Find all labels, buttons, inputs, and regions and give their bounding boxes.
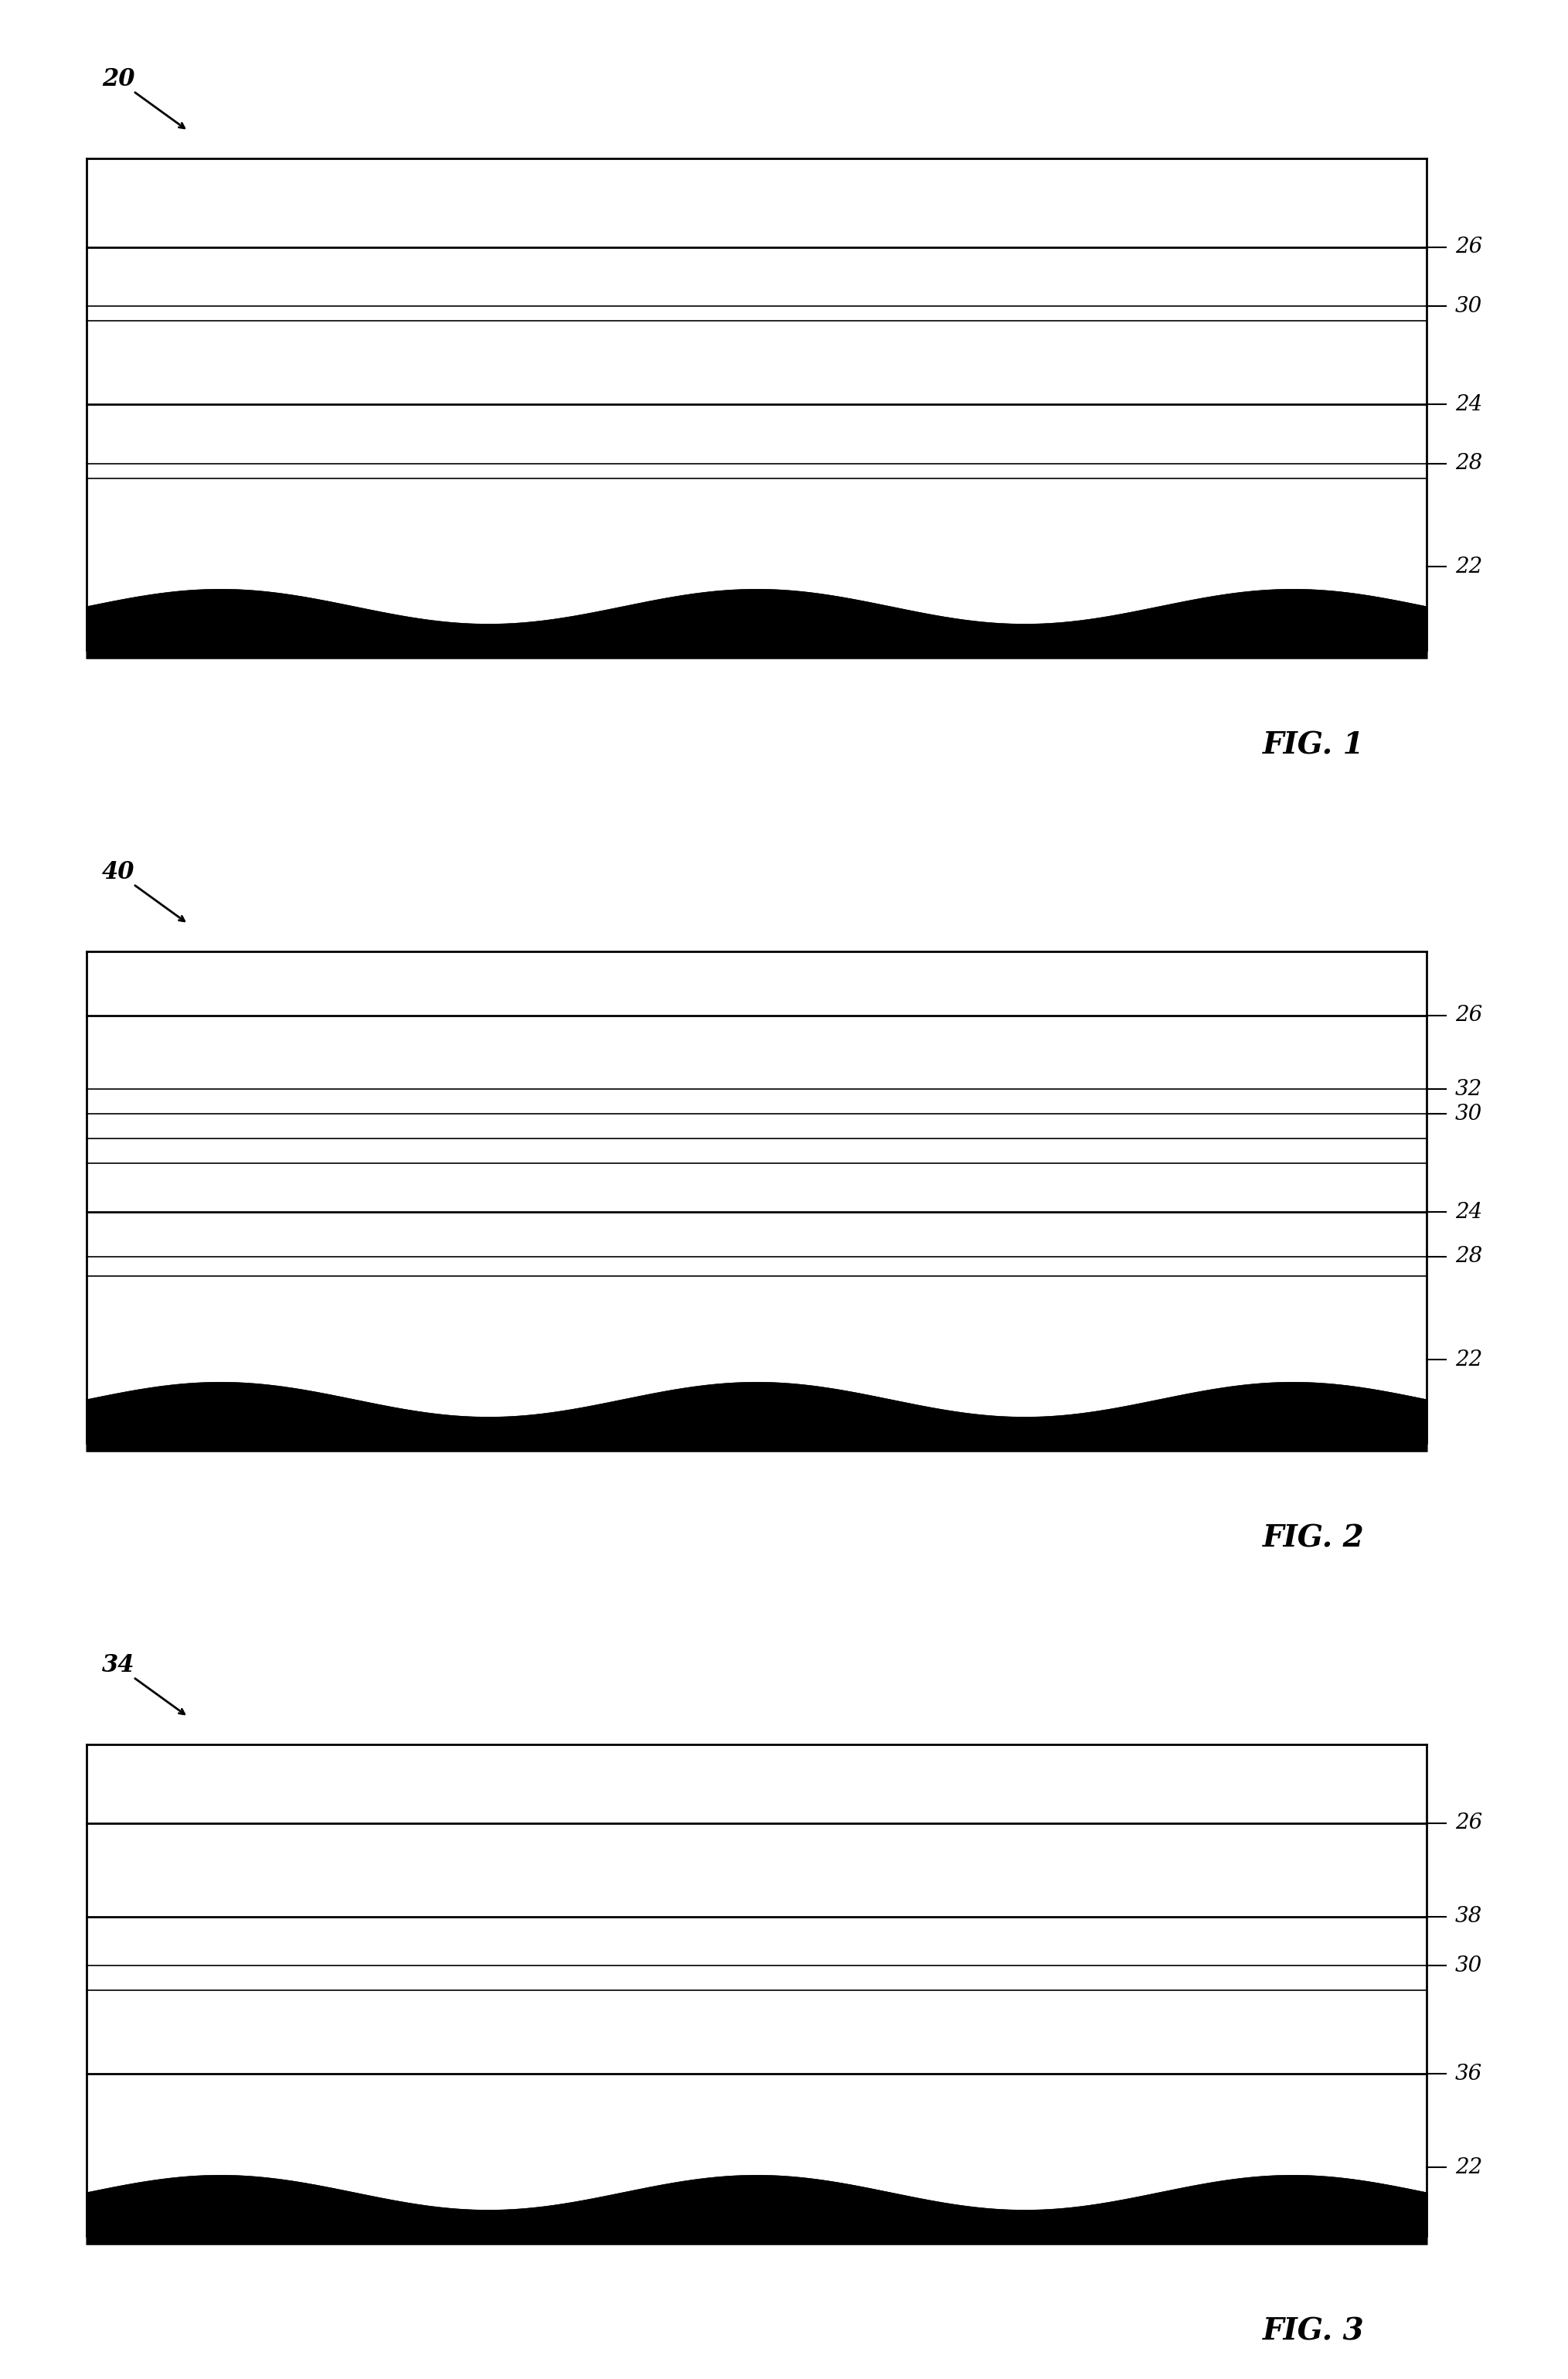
- Text: 36: 36: [1455, 2063, 1482, 2084]
- Text: 26: 26: [1455, 1813, 1482, 1834]
- Text: 26: 26: [1455, 236, 1482, 257]
- Text: 38: 38: [1455, 1906, 1482, 1927]
- Text: 30: 30: [1455, 295, 1482, 316]
- Text: 28: 28: [1455, 1247, 1482, 1268]
- Text: FIG. 1: FIG. 1: [1262, 730, 1364, 761]
- Text: 40: 40: [102, 861, 135, 885]
- Text: 26: 26: [1455, 1004, 1482, 1025]
- Text: 30: 30: [1455, 1956, 1482, 1977]
- Text: 34: 34: [102, 1653, 135, 1677]
- Text: 20: 20: [102, 67, 135, 90]
- Text: 22: 22: [1455, 2158, 1482, 2177]
- Text: 24: 24: [1455, 1201, 1482, 1223]
- Text: 28: 28: [1455, 452, 1482, 473]
- Text: 32: 32: [1455, 1078, 1482, 1099]
- Bar: [86, 1744, 1427, 2236]
- Text: 22: 22: [1455, 557, 1482, 578]
- Bar: [86, 952, 1427, 1444]
- Text: 24: 24: [1455, 395, 1482, 414]
- Text: FIG. 3: FIG. 3: [1262, 2317, 1364, 2346]
- Text: FIG. 2: FIG. 2: [1262, 1523, 1364, 1553]
- Text: 30: 30: [1455, 1104, 1482, 1125]
- Bar: [86, 159, 1427, 649]
- Text: 22: 22: [1455, 1349, 1482, 1370]
